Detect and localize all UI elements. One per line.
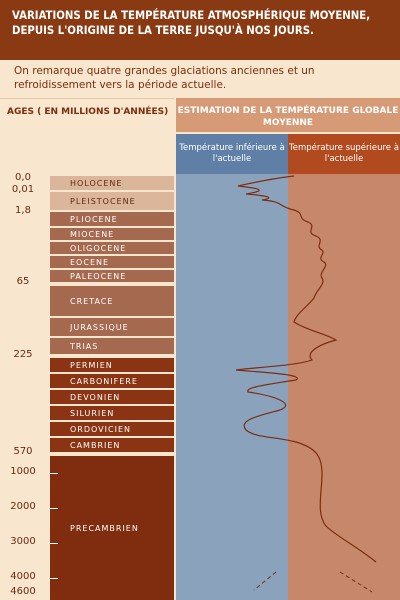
age-tick-label: 1000 (10, 466, 36, 477)
period-pliocene: PLIOCENE (50, 212, 174, 226)
period-label: CRETACE (70, 296, 114, 306)
period-devonien: DEVONIEN (50, 390, 174, 404)
warmer-region (288, 174, 400, 600)
period-label: PRECAMBRIEN (70, 523, 139, 533)
period-label: SILURIEN (70, 408, 115, 418)
period-label: OLIGOCENE (70, 243, 127, 253)
age-tick-mark (50, 473, 58, 474)
period-cambrien: CAMBRIEN (50, 438, 174, 452)
period-label: MIOCENE (70, 229, 115, 239)
temperature-curve-chart (235, 175, 377, 593)
page-subtitle: On remarque quatre grandes glaciations a… (14, 65, 315, 91)
age-tick-mark (50, 508, 58, 509)
period-label: ORDOVICIEN (70, 424, 131, 434)
colder-header: Température inférieure à l'actuelle (176, 134, 288, 174)
warmer-label: Température supérieure à l'actuelle (289, 143, 399, 164)
period-label: CAMBRIEN (70, 440, 121, 450)
temperature-curve-dashed-right (339, 571, 373, 593)
estimate-label: ESTIMATION DE LA TEMPÉRATURE GLOBALE MOY… (177, 106, 399, 128)
age-tick-label: 0,0 (15, 172, 31, 183)
age-tick-mark (50, 578, 58, 579)
colder-label: Température inférieure à l'actuelle (179, 143, 285, 164)
age-tick-label: 1,8 (15, 205, 31, 216)
period-oligocene: OLIGOCENE (50, 242, 174, 254)
ages-column-header: AGES ( EN MILLIONS D'ANNÉES) (0, 98, 174, 133)
period-label: EOCENE (70, 257, 110, 267)
age-tick-label: 2000 (10, 501, 36, 512)
ages-label: AGES ( EN MILLIONS D'ANNÉES) (7, 107, 169, 117)
period-precambrien: PRECAMBRIEN (50, 456, 174, 600)
period-carbonifere: CARBONIFERE (50, 374, 174, 388)
temperature-curve-dashed-left (253, 571, 277, 591)
colder-region (176, 174, 288, 600)
age-tick-label: 570 (13, 446, 33, 457)
period-label: JURASSIQUE (70, 322, 129, 332)
period-label: DEVONIEN (70, 392, 121, 402)
period-paleocene: PALEOCENE (50, 270, 174, 282)
estimate-column-header: ESTIMATION DE LA TEMPÉRATURE GLOBALE MOY… (176, 98, 400, 132)
age-tick-label: 4000 (10, 571, 36, 582)
period-label: HOLOCENE (70, 178, 123, 188)
age-tick-mark (50, 543, 58, 544)
period-label: TRIAS (70, 341, 99, 351)
period-holocene: HOLOCENE (50, 176, 174, 190)
header-banner (0, 0, 400, 60)
period-jurassique: JURASSIQUE (50, 318, 174, 336)
page-title: VARIATIONS DE LA TEMPÉRATURE ATMOSPHÉRIQ… (12, 9, 371, 37)
age-tick-label: 0,01 (11, 184, 35, 195)
period-label: PALEOCENE (70, 271, 127, 281)
age-tick-label: 225 (13, 349, 33, 360)
age-tick-label: 65 (16, 276, 30, 287)
period-pleistocene: PLEISTOCENE (50, 192, 174, 210)
period-miocene: MIOCENE (50, 228, 174, 240)
period-eocene: EOCENE (50, 256, 174, 268)
period-label: PERMIEN (70, 360, 113, 370)
period-trias: TRIAS (50, 338, 174, 354)
warmer-header: Température supérieure à l'actuelle (288, 134, 400, 174)
period-cretace: CRETACE (50, 286, 174, 316)
period-silurien: SILURIEN (50, 406, 174, 420)
period-ordovicien: ORDOVICIEN (50, 422, 174, 436)
period-label: CARBONIFERE (70, 376, 138, 386)
period-label: PLIOCENE (70, 214, 118, 224)
period-label: PLEISTOCENE (70, 196, 136, 206)
period-permien: PERMIEN (50, 358, 174, 372)
age-tick-label: 4600 (10, 586, 36, 597)
age-tick-label: 3000 (10, 536, 36, 547)
temperature-curve (235, 175, 377, 563)
